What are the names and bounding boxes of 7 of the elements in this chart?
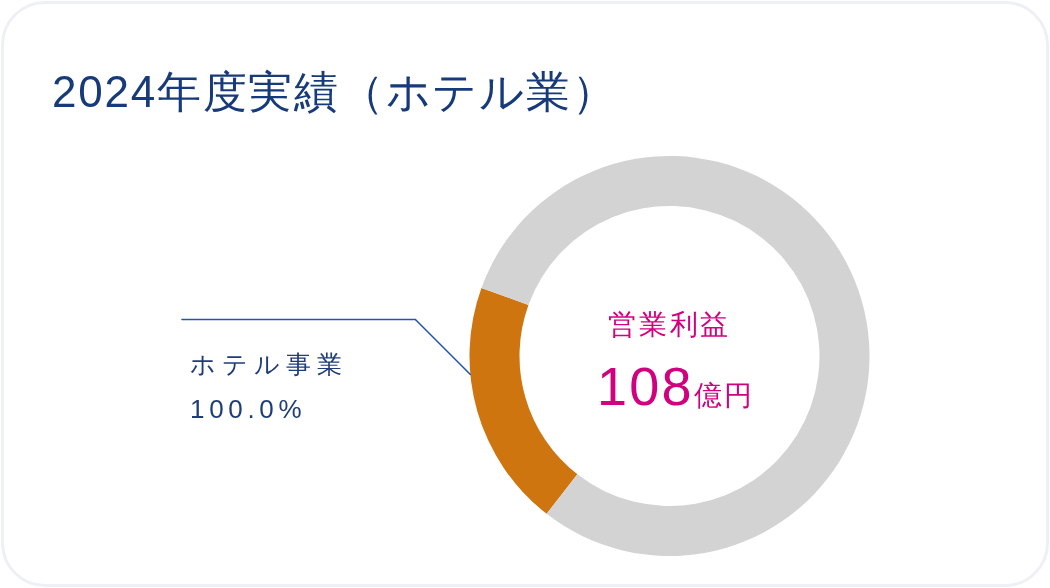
text: 営業利益	[607, 309, 732, 340]
text: 108億円	[597, 356, 754, 416]
slice-label: ホテル事業	[190, 350, 348, 379]
text: 100.0%	[190, 394, 307, 425]
chart-title: 2024年度実績（ホテル業）	[52, 67, 618, 116]
donut-slice	[481, 156, 870, 556]
donut-slice	[469, 287, 578, 514]
